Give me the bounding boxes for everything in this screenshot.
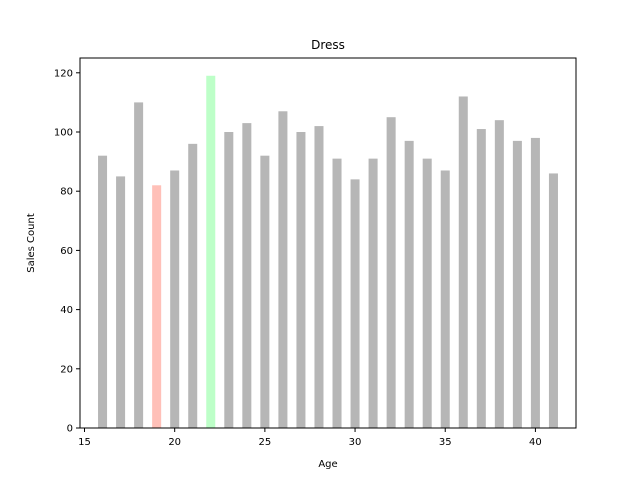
- bar-age-20: [170, 170, 180, 429]
- bar-age-40: [530, 137, 540, 429]
- y-tick-label: 120: [54, 68, 73, 79]
- bar-age-41: [548, 173, 558, 428]
- bar-age-19: [152, 185, 162, 428]
- bar-age-18: [134, 102, 144, 429]
- bar-age-21: [188, 143, 198, 428]
- bar-age-25: [260, 155, 270, 428]
- x-tick-label: 40: [529, 437, 542, 448]
- bar-age-38: [494, 120, 504, 428]
- bar-age-37: [476, 129, 486, 429]
- bar-age-16: [98, 155, 108, 428]
- bar-age-26: [278, 111, 288, 428]
- x-tick-label: 25: [259, 437, 272, 448]
- bar-age-34: [422, 158, 432, 428]
- bar-age-23: [224, 132, 234, 428]
- bar-age-30: [350, 179, 360, 428]
- x-tick-label: 35: [439, 437, 452, 448]
- bar-age-33: [404, 140, 414, 428]
- y-tick-label: 20: [60, 364, 73, 375]
- x-axis-ticks: 15 20 25 30 35 40: [78, 428, 542, 448]
- x-axis-label: Age: [318, 459, 337, 470]
- x-tick-label: 20: [168, 437, 181, 448]
- bar-age-28: [314, 126, 324, 428]
- x-tick-label: 15: [78, 437, 91, 448]
- y-tick-label: 0: [67, 424, 73, 435]
- bar-age-39: [512, 140, 522, 428]
- bar-age-29: [332, 158, 342, 428]
- y-axis-label: Sales Count: [26, 213, 37, 273]
- chart-title: Dress: [311, 38, 345, 52]
- y-tick-label: 80: [60, 187, 73, 198]
- y-tick-label: 100: [54, 128, 73, 139]
- plot-frame: [79, 57, 577, 429]
- bar-age-22: [206, 75, 216, 428]
- bar-age-24: [242, 123, 252, 429]
- y-tick-label: 40: [60, 305, 73, 316]
- bar-age-31: [368, 158, 378, 428]
- bar-age-17: [116, 176, 126, 428]
- x-tick-label: 30: [349, 437, 362, 448]
- y-tick-label: 60: [60, 246, 73, 257]
- bar-age-36: [458, 96, 468, 428]
- y-axis-ticks: 0 20 40 60 80 100 120: [54, 68, 80, 435]
- bar-age-27: [296, 132, 306, 428]
- bar-age-32: [386, 117, 396, 428]
- bar-age-35: [440, 170, 450, 429]
- bars-group: [98, 75, 558, 429]
